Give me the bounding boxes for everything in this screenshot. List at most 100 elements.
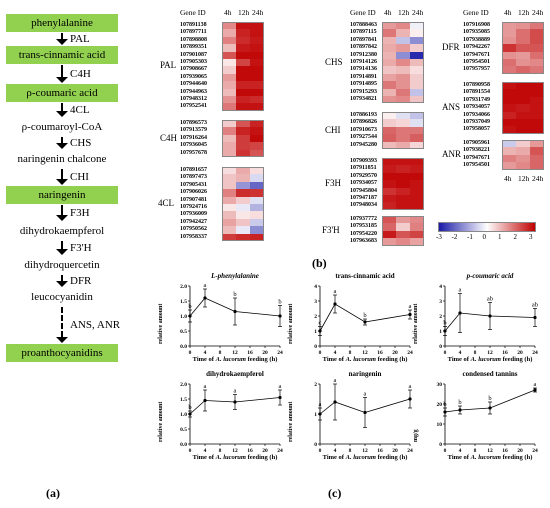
significance-letter: a [334,377,337,384]
heatmap-cell [250,44,264,52]
heatmap-cell [250,22,264,30]
panel-label-c: (c) [328,486,342,500]
heatmap-cell [530,36,544,45]
x-tick-label: 20 [262,350,268,356]
heatmap-legend-tick: -2 [451,233,458,241]
heatmap-cell [530,111,544,119]
pathway-node-1: trans-cinnamic acid [6,46,118,64]
heatmap-cell [250,142,264,150]
heatmap-cell [502,82,516,90]
data-point [233,400,237,404]
heatmap-cell [382,36,396,45]
chart-ylabel-2: relative amount [413,303,419,344]
heatmap-cell [382,216,396,224]
y-tick-label: 0 [439,344,442,350]
x-tick-label: 8 [474,350,477,356]
heatmap-cell [410,59,424,67]
data-point [188,412,192,416]
chart-title-0: L-phenylalanine [211,272,259,280]
data-point [533,315,537,320]
heatmap-cell [222,189,236,197]
heatmap-gene-id: 107908667 [180,66,207,73]
xlabel-prefix: Time of [447,454,471,461]
significance-letter: b [188,404,191,411]
chart-ylabel-3: relative amount [158,401,164,442]
pathway-node-4: naringenin chalcone [17,153,107,165]
heatmap-cell [410,22,424,30]
heatmap-cell [250,103,264,111]
chart-xlabel-1: Time of A. lucorum feeding (h) [300,356,430,363]
x-tick-label: 8 [349,350,352,356]
heatmap-cell [530,147,544,155]
heatmap-cell [222,134,236,143]
heatmap-cell [250,149,264,157]
heatmap-cell [502,154,516,163]
heatmap-cell [222,88,236,96]
heatmap-cell [530,44,544,52]
heatmap-cell [250,196,264,204]
heatmap-cell [382,44,396,52]
y-tick-label: 1.5 [180,397,187,403]
heatmap-gene-id: 107912380 [350,51,377,58]
heatmap-cell [250,167,264,175]
x-tick-label: 16 [502,350,508,356]
heatmap-block-border [222,167,264,241]
significance-letter: a [334,288,337,295]
heatmap-block-border [222,120,264,157]
heatmap-gene-id: 107937049 [463,119,490,125]
data-point [533,388,537,392]
significance-letter: a [319,401,322,408]
heatmap-cell [396,126,410,135]
y-tick-label: 1.0 [180,314,187,320]
heatmap-cell [396,187,410,195]
heatmap-group-label-2: 4CL [158,198,175,208]
heatmap-cell [382,158,396,166]
heatmap-gene-id: 107897711 [180,29,207,36]
pathway-node-6: dihydrokaempferol [19,225,105,237]
heatmap-cell [410,134,424,142]
significance-letter: a [204,282,207,289]
heatmap-cell [222,196,236,204]
pathway-enzyme-4: CHI [70,171,89,183]
heatmap-legend-tick: -1 [467,233,473,241]
x-tick-label: 0 [444,448,447,454]
heatmap-cell [502,59,516,67]
heatmap-cell [250,233,264,241]
heatmap-gene-id: 107934821 [350,96,377,102]
x-tick-label: 4 [459,448,462,454]
heatmap-cell [222,59,236,67]
heatmap-cell [410,96,424,104]
chart-plot-0: 0.0 0.5 1.0 1.5 2.0 0 4 8 12 16 20 24 b a b b [180,282,283,356]
heatmap-cell [236,103,250,111]
heatmap-cell [396,134,410,142]
series-line [444,389,536,413]
heatmap-cell [396,165,410,173]
y-tick-label: 3 [439,299,442,305]
y-tick-label: 2 [314,382,317,388]
xlabel-suffix: feeding (h) [245,454,278,461]
heatmap-cell [250,51,264,59]
heatmap-cell [396,238,410,246]
y-tick-label: 0.0 [180,442,187,448]
pathway-enzyme-1: C4H [70,68,91,80]
data-point [278,314,282,318]
heatmap-gene-id: 107914126 [350,59,377,65]
heatmap-gene-id: 107944640 [180,81,207,88]
pathway-arrowhead-1 [56,77,68,83]
heatmap-cell [236,51,250,59]
x-tick-label: 16 [377,350,383,356]
heatmap-cell [250,226,264,234]
pathway-enzyme-6: F3'H [70,242,92,254]
heatmap-cell [516,140,530,148]
data-point [443,410,447,414]
heatmap-gene-id: 107916908 [463,22,490,28]
heatmap-gene-id: 107891138 [180,22,207,28]
xlabel-species: A. lucorum [470,454,501,461]
heatmap-cell [250,36,264,45]
heatmap-cell [396,195,410,203]
heatmap-gene-id: 107952541 [180,103,207,110]
heatmap-cell [222,103,236,111]
x-tick-label: 8 [219,350,222,356]
pathway-enzyme-3: CHS [70,137,92,149]
heatmap-gene-id: 107891554 [463,89,490,96]
